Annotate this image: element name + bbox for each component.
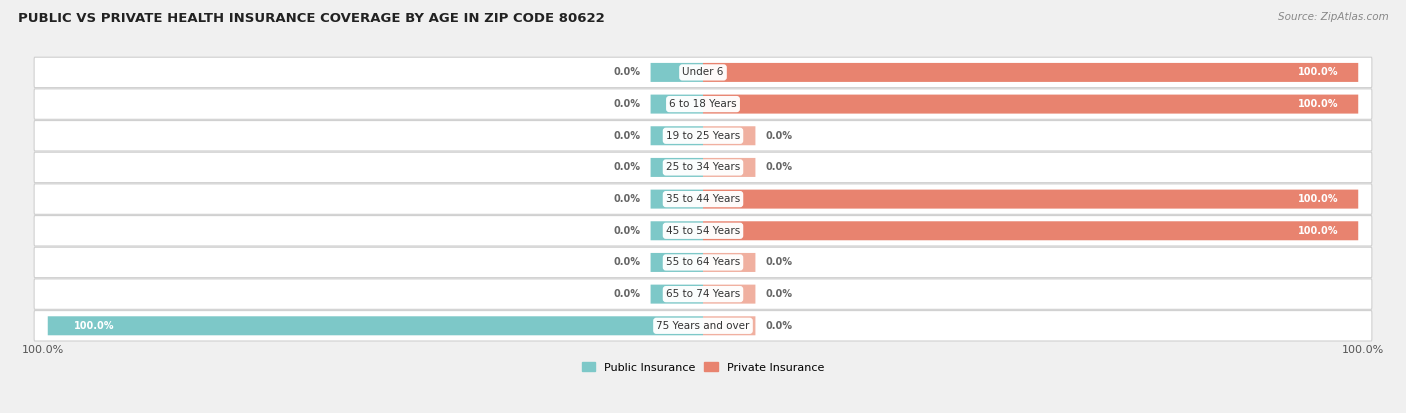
FancyBboxPatch shape (651, 253, 703, 272)
FancyBboxPatch shape (48, 316, 703, 335)
Text: 0.0%: 0.0% (765, 162, 792, 173)
Text: Source: ZipAtlas.com: Source: ZipAtlas.com (1278, 12, 1389, 22)
Text: 0.0%: 0.0% (614, 131, 641, 141)
Text: Under 6: Under 6 (682, 67, 724, 77)
FancyBboxPatch shape (703, 63, 1358, 82)
FancyBboxPatch shape (703, 316, 755, 335)
Text: 100.0%: 100.0% (75, 321, 114, 331)
Text: 100.0%: 100.0% (1298, 194, 1339, 204)
FancyBboxPatch shape (703, 190, 1358, 209)
FancyBboxPatch shape (703, 285, 755, 304)
FancyBboxPatch shape (34, 152, 1372, 183)
Text: 0.0%: 0.0% (765, 289, 792, 299)
FancyBboxPatch shape (34, 247, 1372, 278)
FancyBboxPatch shape (651, 95, 703, 114)
FancyBboxPatch shape (34, 279, 1372, 309)
Text: 55 to 64 Years: 55 to 64 Years (666, 257, 740, 268)
Text: 0.0%: 0.0% (614, 99, 641, 109)
Text: 19 to 25 Years: 19 to 25 Years (666, 131, 740, 141)
Text: 0.0%: 0.0% (765, 131, 792, 141)
FancyBboxPatch shape (703, 253, 755, 272)
FancyBboxPatch shape (703, 158, 755, 177)
FancyBboxPatch shape (34, 57, 1372, 88)
Text: PUBLIC VS PRIVATE HEALTH INSURANCE COVERAGE BY AGE IN ZIP CODE 80622: PUBLIC VS PRIVATE HEALTH INSURANCE COVER… (18, 12, 605, 25)
FancyBboxPatch shape (34, 184, 1372, 214)
FancyBboxPatch shape (34, 121, 1372, 151)
FancyBboxPatch shape (34, 89, 1372, 119)
FancyBboxPatch shape (703, 95, 1358, 114)
Text: 65 to 74 Years: 65 to 74 Years (666, 289, 740, 299)
Text: 0.0%: 0.0% (614, 194, 641, 204)
Text: 35 to 44 Years: 35 to 44 Years (666, 194, 740, 204)
Legend: Public Insurance, Private Insurance: Public Insurance, Private Insurance (578, 358, 828, 377)
Text: 0.0%: 0.0% (765, 257, 792, 268)
Text: 25 to 34 Years: 25 to 34 Years (666, 162, 740, 173)
Text: 100.0%: 100.0% (1298, 226, 1339, 236)
Text: 45 to 54 Years: 45 to 54 Years (666, 226, 740, 236)
FancyBboxPatch shape (34, 216, 1372, 246)
Text: 100.0%: 100.0% (1343, 345, 1385, 355)
Text: 75 Years and over: 75 Years and over (657, 321, 749, 331)
FancyBboxPatch shape (651, 285, 703, 304)
Text: 0.0%: 0.0% (614, 162, 641, 173)
FancyBboxPatch shape (703, 126, 755, 145)
FancyBboxPatch shape (651, 63, 703, 82)
FancyBboxPatch shape (34, 311, 1372, 341)
Text: 100.0%: 100.0% (21, 345, 63, 355)
FancyBboxPatch shape (651, 126, 703, 145)
Text: 100.0%: 100.0% (1298, 67, 1339, 77)
FancyBboxPatch shape (651, 190, 703, 209)
Text: 0.0%: 0.0% (614, 289, 641, 299)
FancyBboxPatch shape (651, 158, 703, 177)
Text: 0.0%: 0.0% (614, 226, 641, 236)
FancyBboxPatch shape (703, 221, 1358, 240)
Text: 0.0%: 0.0% (614, 67, 641, 77)
Text: 0.0%: 0.0% (765, 321, 792, 331)
Text: 100.0%: 100.0% (1298, 99, 1339, 109)
FancyBboxPatch shape (651, 221, 703, 240)
Text: 0.0%: 0.0% (614, 257, 641, 268)
Text: 6 to 18 Years: 6 to 18 Years (669, 99, 737, 109)
